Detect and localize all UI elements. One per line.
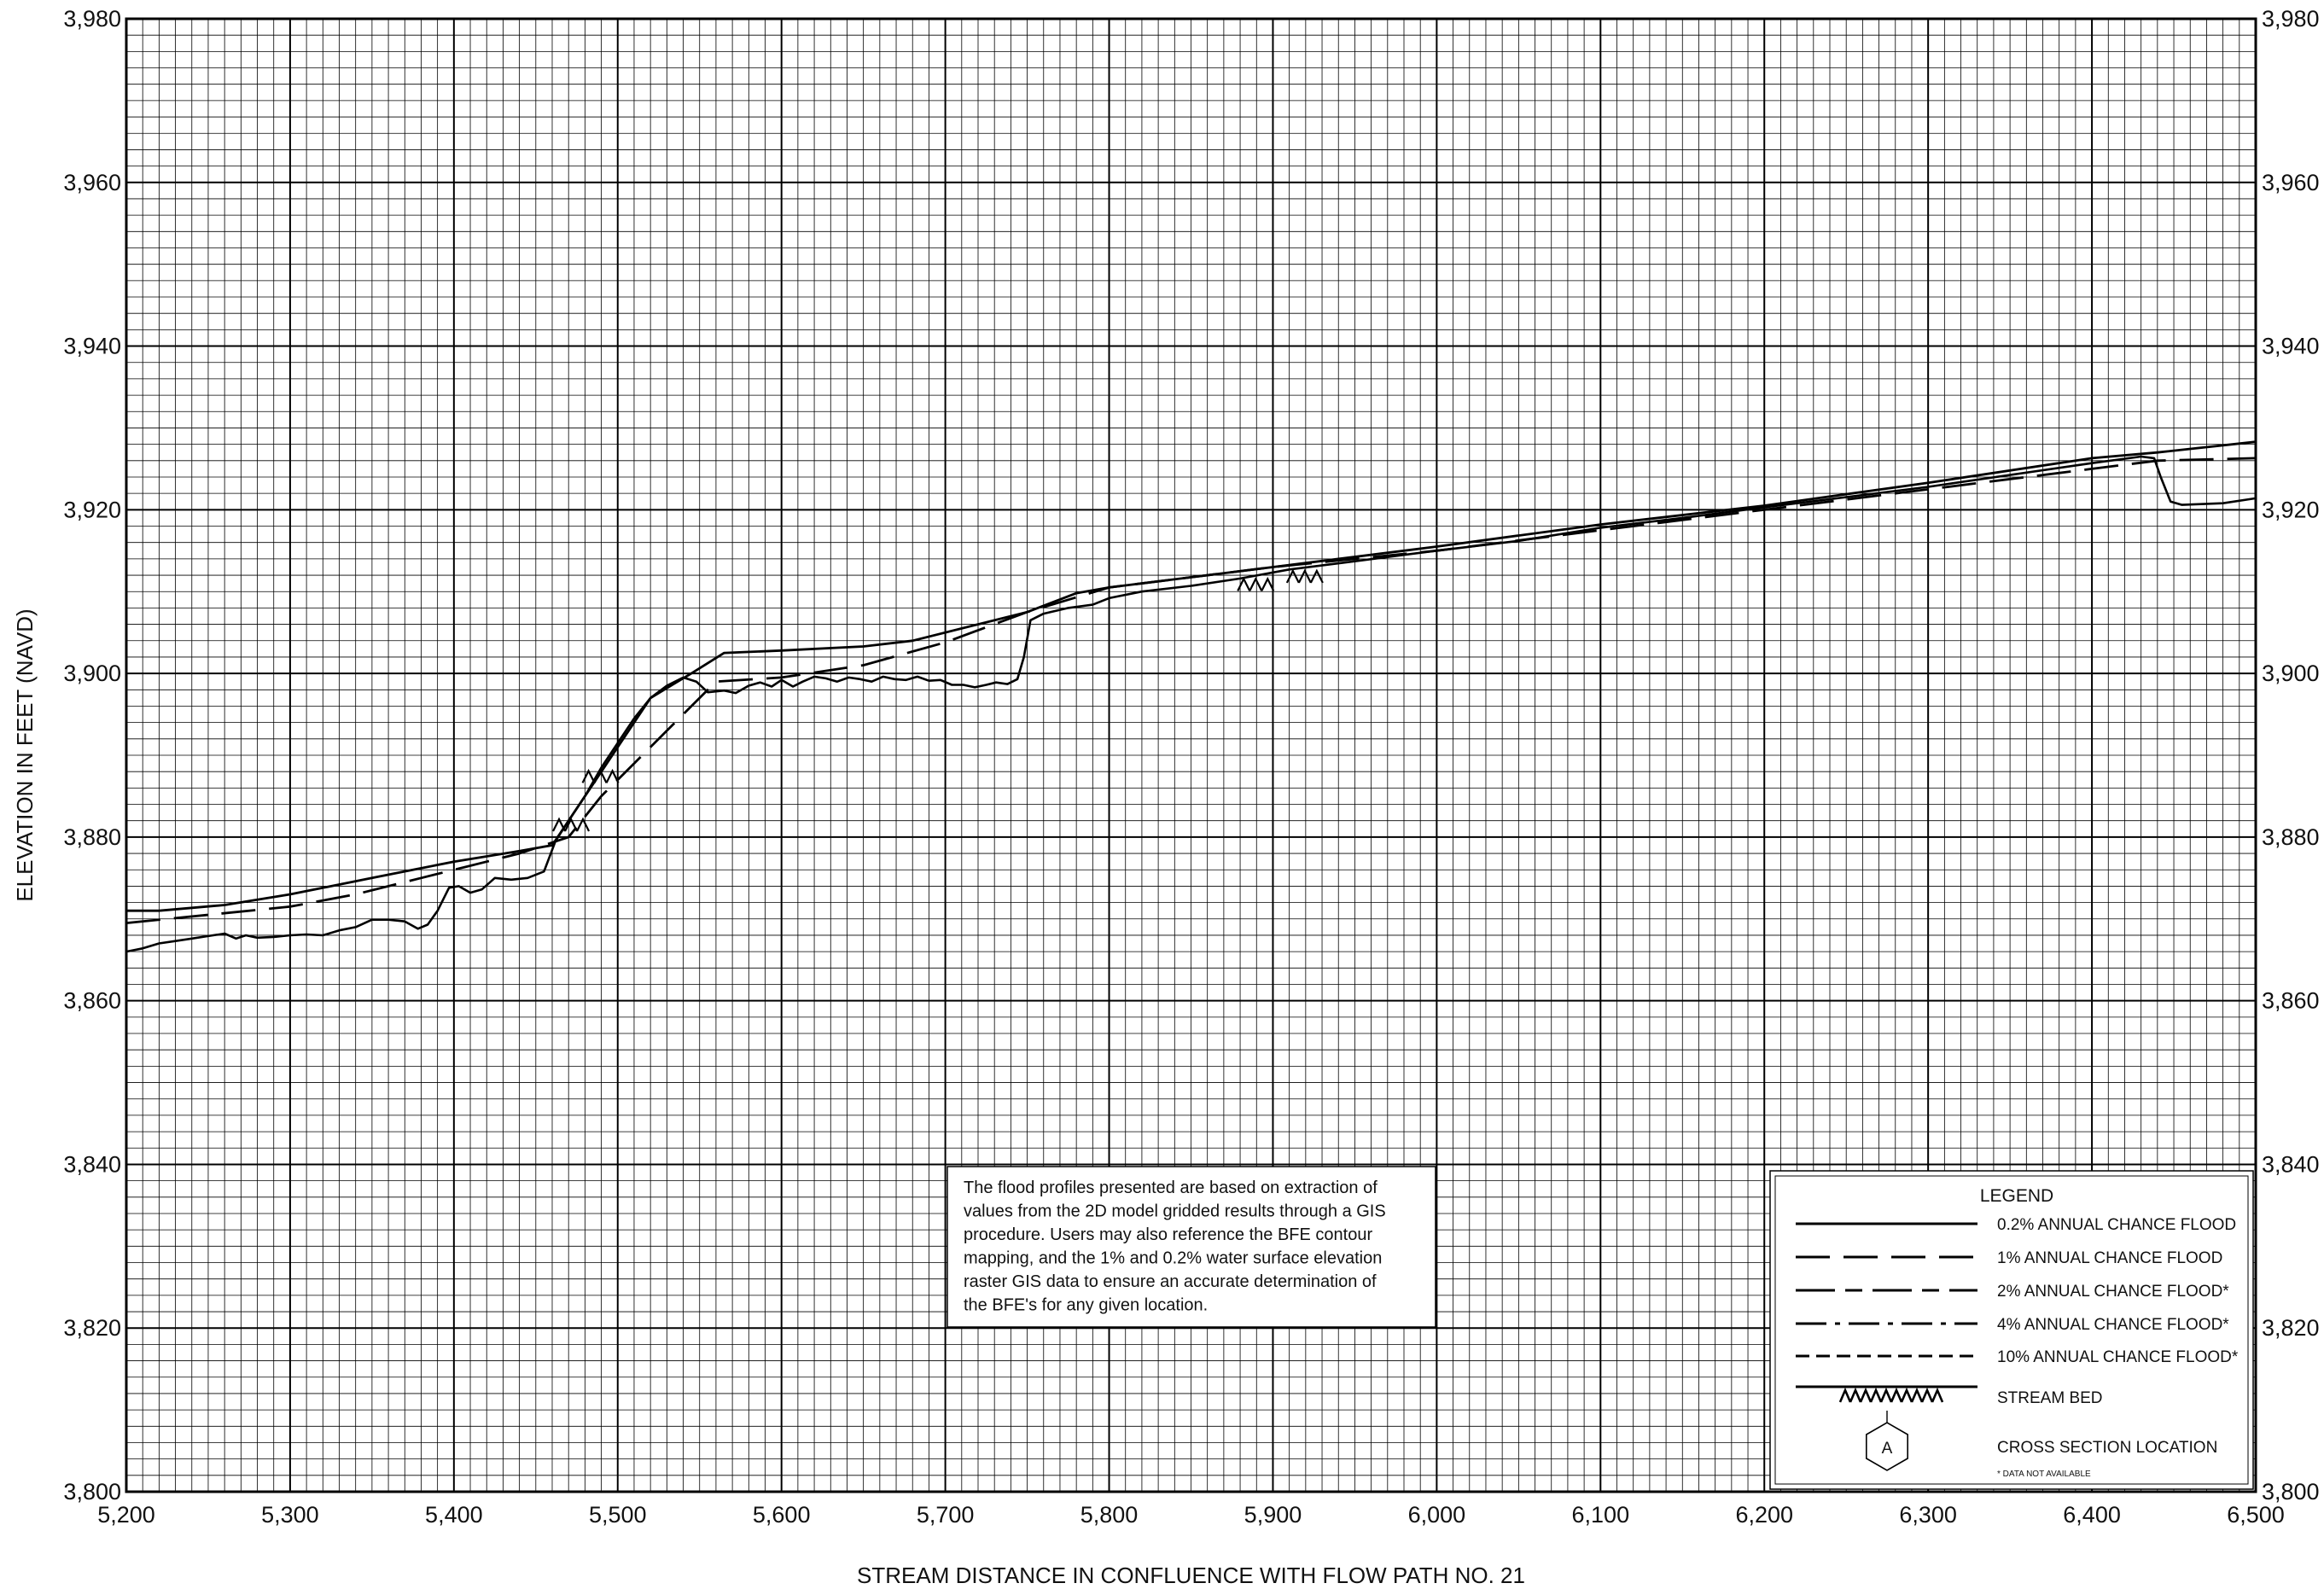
x-tick-label: 6,200 bbox=[1735, 1502, 1793, 1528]
cross-section-hexagon-letter: A bbox=[1882, 1440, 1893, 1458]
stream-bed-hatch bbox=[576, 817, 591, 832]
legend-label-stream-bed: STREAM BED bbox=[1997, 1389, 2103, 1407]
legend-sample-hatch bbox=[1859, 1387, 1873, 1403]
y-tick-label-right: 3,800 bbox=[2262, 1479, 2320, 1505]
y-tick-label-left: 3,860 bbox=[63, 988, 121, 1014]
cross-section-hexagon-icon bbox=[1866, 1422, 1908, 1471]
y-tick-label-right: 3,940 bbox=[2262, 334, 2320, 359]
legend-title: LEGEND bbox=[1980, 1186, 2053, 1206]
legend-label-2-percent: 2% ANNUAL CHANCE FLOOD* bbox=[1997, 1283, 2229, 1301]
x-tick-label: 6,000 bbox=[1408, 1502, 1466, 1528]
legend-sample-hatch bbox=[1900, 1387, 1913, 1403]
x-tick-label: 5,900 bbox=[1244, 1502, 1302, 1528]
note-line: values from the 2D model gridded results… bbox=[964, 1202, 1386, 1221]
y-tick-label-right: 3,900 bbox=[2262, 661, 2320, 686]
legend-sample-hatch bbox=[1920, 1387, 1934, 1403]
stream-bed-hatch bbox=[1237, 576, 1251, 591]
note-line: mapping, and the 1% and 0.2% water surfa… bbox=[964, 1249, 1382, 1268]
note-line: The flood profiles presented are based o… bbox=[964, 1179, 1378, 1197]
y-tick-label-left: 3,960 bbox=[63, 170, 121, 195]
legend-sample-hatch bbox=[1838, 1387, 1852, 1403]
y-axis-right-ticks: 3,800 3,820 3,840 3,860 3,880 3,900 3,920 3,940… bbox=[2262, 6, 2320, 1505]
stream-bed-hatch bbox=[1249, 576, 1263, 591]
legend-sample-hatch bbox=[1879, 1387, 1893, 1403]
legend-sample-hatch bbox=[1910, 1387, 1924, 1403]
series-line-solid bbox=[126, 440, 2257, 912]
y-tick-label-right: 3,840 bbox=[2262, 1151, 2320, 1177]
legend-label-4-percent: 4% ANNUAL CHANCE FLOOD* bbox=[1997, 1316, 2229, 1334]
legend-samples bbox=[1796, 1222, 1977, 1471]
y-tick-label-right: 3,920 bbox=[2262, 497, 2320, 522]
y-tick-label-right: 3,880 bbox=[2262, 824, 2320, 850]
legend-label-10-percent: 10% ANNUAL CHANCE FLOOD* bbox=[1997, 1348, 2239, 1366]
stream-bed-hatch bbox=[1309, 568, 1324, 584]
legend-sample-hatch bbox=[1890, 1387, 1903, 1403]
stream-bed-hatch bbox=[1261, 576, 1275, 591]
y-tick-label-left: 3,940 bbox=[63, 334, 121, 359]
x-tick-label: 6,500 bbox=[2227, 1502, 2285, 1528]
plot-frame bbox=[125, 17, 2257, 1493]
x-tick-label: 5,400 bbox=[425, 1502, 483, 1528]
legend: LEGEND 0.2% ANNUAL CHANCE FLOOD 1% ANNUA… bbox=[1769, 1170, 2254, 1490]
y-tick-label-left: 3,820 bbox=[63, 1315, 121, 1341]
profile-lines bbox=[125, 440, 2257, 953]
x-tick-label: 5,300 bbox=[261, 1502, 319, 1528]
note-line: raster GIS data to ensure an accurate de… bbox=[964, 1272, 1377, 1291]
series-line-longdash bbox=[125, 457, 2257, 924]
legend-label-1-percent: 1% ANNUAL CHANCE FLOOD bbox=[1997, 1249, 2222, 1267]
stream-bed-hatch bbox=[593, 768, 608, 783]
legend-sample-hatch bbox=[1931, 1387, 1944, 1403]
x-axis-title: STREAM DISTANCE IN CONFLUENCE WITH FLOW … bbox=[857, 1563, 1525, 1588]
legend-label-cross-section: CROSS SECTION LOCATION bbox=[1997, 1439, 2217, 1457]
y-tick-label-left: 3,920 bbox=[63, 497, 121, 522]
y-tick-label-left: 3,800 bbox=[63, 1479, 121, 1505]
x-tick-label: 5,200 bbox=[97, 1502, 155, 1528]
stream-bed-hatch bbox=[564, 817, 579, 832]
x-tick-label: 6,100 bbox=[1572, 1502, 1630, 1528]
y-axis-title: ELEVATION IN FEET (NAVD) bbox=[12, 608, 38, 901]
legend-sample-hatch bbox=[1869, 1387, 1883, 1403]
annotation-note: The flood profiles presented are based o… bbox=[946, 1166, 1436, 1328]
series-line-thalweg bbox=[125, 455, 2257, 953]
y-tick-label-right: 3,980 bbox=[2262, 6, 2320, 32]
y-tick-label-right: 3,820 bbox=[2262, 1315, 2320, 1341]
stream-bed-hatch-marks bbox=[552, 568, 1324, 832]
note-border bbox=[946, 1166, 1436, 1328]
x-tick-label: 6,300 bbox=[1899, 1502, 1957, 1528]
x-tick-label: 5,600 bbox=[753, 1502, 811, 1528]
note-line: the BFE's for any given location. bbox=[964, 1296, 1208, 1315]
legend-label-0-2-percent: 0.2% ANNUAL CHANCE FLOOD bbox=[1997, 1216, 2236, 1234]
y-tick-label-left: 3,840 bbox=[63, 1151, 121, 1177]
note-line: procedure. Users may also reference the … bbox=[964, 1225, 1372, 1244]
y-tick-label-left: 3,880 bbox=[63, 824, 121, 850]
x-tick-label: 6,400 bbox=[2063, 1502, 2121, 1528]
x-tick-label: 5,500 bbox=[589, 1502, 647, 1528]
y-tick-label-left: 3,980 bbox=[63, 6, 121, 32]
x-axis-ticks: 5,200 5,300 5,400 5,500 5,600 5,700 5,800 5,900… bbox=[97, 1502, 2285, 1528]
y-tick-label-right: 3,860 bbox=[2262, 988, 2320, 1014]
stream-bed-hatch bbox=[1297, 568, 1312, 584]
stream-bed-hatch bbox=[1285, 568, 1300, 584]
stream-bed-hatch bbox=[605, 768, 620, 783]
stream-bed-hatch bbox=[581, 768, 596, 783]
y-tick-label-right: 3,960 bbox=[2262, 170, 2320, 195]
legend-footnote: * DATA NOT AVAILABLE bbox=[1997, 1470, 2091, 1479]
stream-bed-hatch bbox=[552, 817, 567, 832]
x-tick-label: 5,700 bbox=[917, 1502, 975, 1528]
legend-sample-hatch bbox=[1849, 1387, 1862, 1403]
x-tick-label: 5,800 bbox=[1080, 1502, 1139, 1528]
legend-inner-border bbox=[1774, 1175, 2249, 1485]
minor-gridlines bbox=[126, 19, 2256, 1492]
y-tick-label-left: 3,900 bbox=[63, 661, 121, 686]
y-axis-left-ticks: 3,800 3,820 3,840 3,860 3,880 3,900 3,920 3,940… bbox=[63, 6, 121, 1505]
